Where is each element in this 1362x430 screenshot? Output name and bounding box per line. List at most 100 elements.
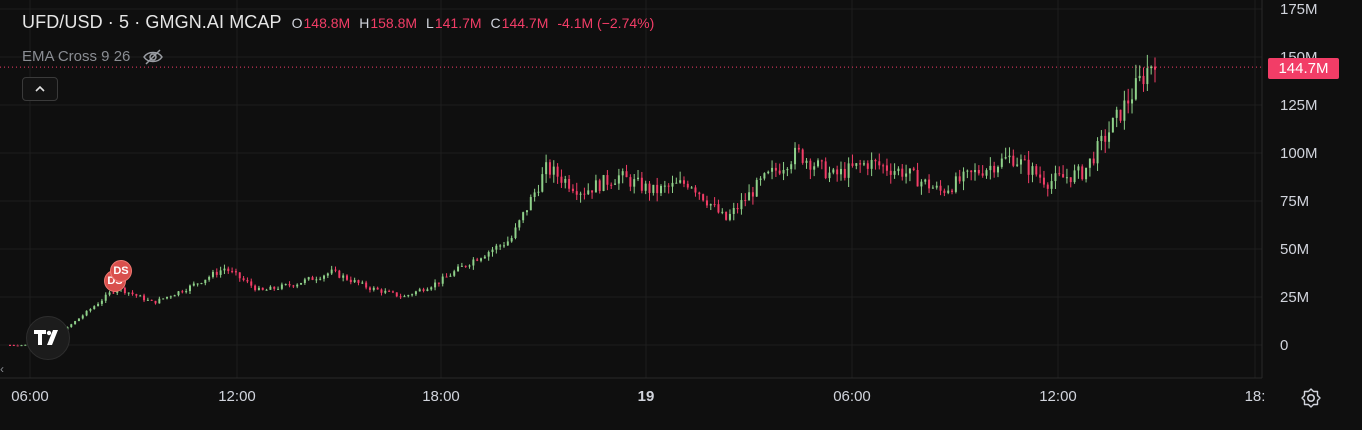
candle-body <box>947 190 950 193</box>
tradingview-logo-icon[interactable] <box>26 316 70 360</box>
candle-body <box>1042 177 1045 185</box>
candle-body <box>1039 174 1042 178</box>
candle-body <box>660 185 663 194</box>
candle-body <box>571 188 574 192</box>
candle-body <box>223 268 226 271</box>
low-value: 141.7M <box>434 15 482 31</box>
candle-body <box>644 183 647 191</box>
ds-marker-2[interactable]: DS <box>110 260 132 282</box>
x-tick-label: 06:00 <box>833 388 871 405</box>
candle-body <box>407 295 410 297</box>
candle-body <box>732 207 735 214</box>
candle-body <box>399 296 402 298</box>
candle-body <box>1104 135 1107 142</box>
high-value: 158.8M <box>370 15 418 31</box>
candle-body <box>897 168 900 172</box>
candle-body <box>449 275 452 277</box>
candle-body <box>430 287 433 290</box>
candle-body <box>966 170 969 172</box>
expand-left-icon[interactable]: ‹ <box>0 362 4 376</box>
candle-body <box>1088 158 1091 168</box>
candle-body <box>1077 166 1080 171</box>
candle-body <box>1065 177 1068 179</box>
candle-body <box>319 278 322 280</box>
candle-body <box>862 163 865 165</box>
candle-body <box>977 169 980 174</box>
candle-body <box>878 161 881 166</box>
candle-body <box>139 295 142 297</box>
candle-body <box>280 284 283 289</box>
candle-body <box>817 160 820 167</box>
candle-body <box>510 238 513 242</box>
candle-body <box>621 171 624 176</box>
candle-body <box>131 292 134 295</box>
candle-body <box>460 265 463 267</box>
candle-body <box>920 181 923 187</box>
candle-body <box>935 185 938 188</box>
indicator-label[interactable]: EMA Cross 9 26 <box>22 48 131 65</box>
x-tick-label: 18:00 <box>422 388 460 405</box>
candle-body <box>637 177 640 180</box>
candle-body <box>614 183 617 185</box>
y-tick-label: 50M <box>1280 241 1309 258</box>
candle-body <box>93 306 96 310</box>
last-price-badge: 144.7M <box>1268 58 1339 79</box>
candle-body <box>234 271 237 273</box>
candle-body <box>679 180 682 183</box>
candle-body <box>889 170 892 175</box>
candle-body <box>418 289 421 292</box>
candle-body <box>901 168 904 177</box>
candle-body <box>801 149 804 163</box>
candle-body <box>786 169 789 171</box>
candle-body <box>652 184 655 193</box>
candlesticks <box>9 54 1156 347</box>
candle-body <box>1035 166 1038 175</box>
candle-body <box>1127 100 1130 104</box>
candle-body <box>185 291 188 293</box>
candle-body <box>568 178 571 189</box>
candle-body <box>357 280 360 283</box>
candle-body <box>912 168 915 170</box>
candle-body <box>177 291 180 296</box>
y-tick-label: 100M <box>1280 145 1318 162</box>
candle-body <box>361 282 364 284</box>
tv-logo-mark <box>34 330 58 345</box>
candle-body <box>1154 66 1156 70</box>
candle-body <box>606 175 609 185</box>
candle-body <box>300 282 303 285</box>
candle-body <box>158 298 161 304</box>
candle-body <box>464 265 467 267</box>
candle-body <box>575 191 578 195</box>
indicator-row: EMA Cross 9 26 <box>22 48 164 65</box>
candle-body <box>277 288 280 290</box>
candle-body <box>633 179 636 187</box>
x-axis[interactable]: 06:00 12:00 18:00 19 06:00 12:00 18: <box>0 0 1265 405</box>
y-tick-label: 0 <box>1280 337 1288 354</box>
candle-body <box>376 287 379 290</box>
candle-body <box>958 176 961 182</box>
y-axis[interactable]: 025M50M75M100M125M150M175M <box>1280 1 1318 354</box>
candle-body <box>238 272 241 279</box>
candle-body <box>663 185 666 187</box>
candle-body <box>736 207 739 210</box>
candle-body <box>675 182 678 184</box>
candle-body <box>1100 135 1103 142</box>
gear-icon[interactable] <box>1300 387 1322 409</box>
eye-off-icon[interactable] <box>142 48 164 65</box>
collapse-legend-button[interactable] <box>22 77 58 101</box>
x-tick-label: 18: <box>1245 388 1266 405</box>
candle-body <box>311 277 314 280</box>
candle-body <box>261 287 264 290</box>
candle-body <box>491 249 494 253</box>
candle-body <box>231 271 234 273</box>
candle-body <box>617 175 620 184</box>
candle-body <box>587 190 590 195</box>
candle-body <box>1138 75 1141 79</box>
x-tick-label: 12:00 <box>1039 388 1077 405</box>
candle-body <box>476 259 479 261</box>
candle-body <box>24 344 27 346</box>
candle-body <box>522 212 525 221</box>
symbol-title[interactable]: UFD/USD · 5 · GMGN.AI MCAP <box>22 12 282 32</box>
candle-body <box>284 284 287 286</box>
